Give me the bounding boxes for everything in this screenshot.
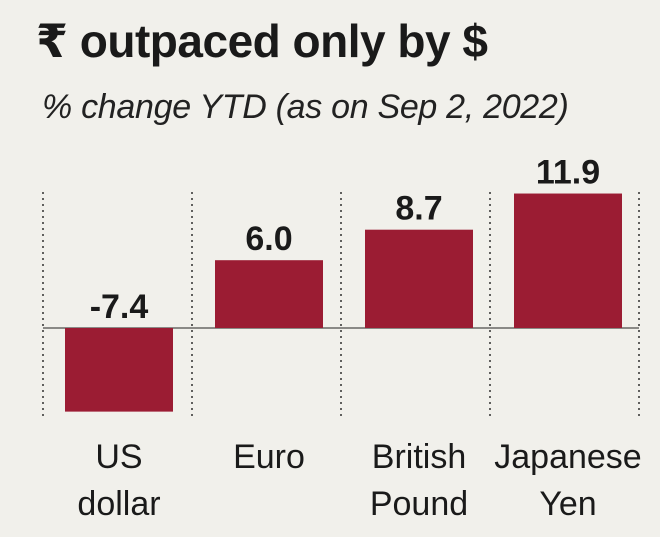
category-label-2-0: British: [372, 438, 466, 476]
value-label-2: 8.7: [395, 190, 442, 228]
category-label-3-1: Yen: [539, 485, 596, 523]
value-label-0: -7.4: [90, 288, 149, 326]
bar-0: [65, 328, 173, 412]
category-label-0-1: dollar: [77, 485, 160, 523]
chart-title: ₹ outpaced only by $: [36, 15, 488, 67]
bar-2: [365, 229, 473, 328]
category-label-1-0: Euro: [233, 438, 305, 476]
value-label-1: 6.0: [245, 220, 292, 258]
bar-3: [514, 193, 622, 328]
chart-subtitle: % change YTD (as on Sep 2, 2022): [42, 88, 569, 126]
category-label-2-1: Pound: [370, 485, 468, 523]
value-label-3: 11.9: [536, 154, 600, 192]
bar-1: [215, 260, 323, 328]
category-label-0-0: US: [95, 438, 142, 476]
category-label-3-0: Japanese: [494, 438, 641, 476]
